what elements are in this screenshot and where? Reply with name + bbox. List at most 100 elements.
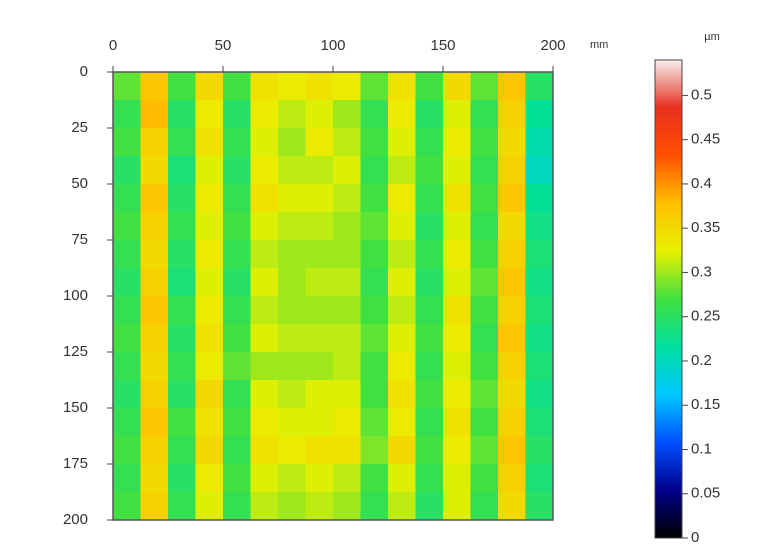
heatmap-cell — [498, 128, 526, 157]
heatmap-cell — [470, 240, 499, 269]
heatmap-cell — [113, 72, 141, 101]
heatmap-cell — [443, 296, 471, 325]
heatmap-cell — [470, 100, 499, 129]
heatmap-cell — [415, 296, 444, 325]
heatmap-cell — [415, 212, 444, 241]
heatmap-cell — [195, 380, 224, 409]
heatmap-cell — [525, 436, 554, 465]
heatmap-cell — [168, 352, 196, 381]
heatmap-cell — [305, 380, 334, 409]
heatmap-cell — [333, 72, 361, 101]
heatmap-cell — [278, 436, 306, 465]
heatmap-cell — [525, 464, 554, 493]
heatmap-cell — [250, 128, 279, 157]
heatmap-cell — [525, 324, 554, 353]
heatmap-cell — [498, 408, 526, 437]
heatmap-cell — [195, 156, 224, 185]
heatmap-cell — [333, 296, 361, 325]
y-tick-label: 100 — [63, 287, 88, 304]
heatmap-cell — [250, 212, 279, 241]
heatmap-cell — [195, 100, 224, 129]
heatmap-cell — [415, 100, 444, 129]
heatmap-cell — [195, 268, 224, 297]
colorbar-tick-label: 0.15 — [691, 396, 720, 413]
heatmap-cell — [113, 268, 141, 297]
heatmap-cell — [525, 380, 554, 409]
heatmap-cell — [223, 296, 251, 325]
heatmap-cell — [168, 464, 196, 493]
heatmap-cell — [223, 352, 251, 381]
heatmap-cell — [360, 72, 389, 101]
heatmap-cell — [443, 268, 471, 297]
heatmap-cell — [333, 128, 361, 157]
heatmap-cell — [195, 464, 224, 493]
heatmap-cell — [305, 128, 334, 157]
heatmap-cell — [443, 352, 471, 381]
heatmap-cell — [305, 100, 334, 129]
heatmap-cell — [470, 324, 499, 353]
heatmap-cell — [525, 240, 554, 269]
heatmap-cell — [113, 128, 141, 157]
heatmap-cell — [140, 240, 169, 269]
heatmap-cell — [360, 100, 389, 129]
heatmap-cell — [470, 128, 499, 157]
heatmap-cell — [250, 268, 279, 297]
heatmap-cell — [333, 352, 361, 381]
heatmap-cell — [443, 156, 471, 185]
heatmap-cell — [140, 296, 169, 325]
heatmap-cell — [415, 128, 444, 157]
heatmap-cell — [470, 212, 499, 241]
heatmap-cell — [113, 380, 141, 409]
heatmap-cell — [498, 436, 526, 465]
heatmap-cell — [388, 184, 416, 213]
heatmap-cell — [140, 72, 169, 101]
heatmap-cell — [525, 156, 554, 185]
heatmap-cell — [140, 184, 169, 213]
heatmap-cell — [140, 408, 169, 437]
heatmap-cell — [168, 128, 196, 157]
heatmap-cell — [470, 380, 499, 409]
heatmap-cell — [278, 128, 306, 157]
heatmap-cell — [443, 436, 471, 465]
heatmap-cell — [168, 492, 196, 521]
heatmap-cell — [333, 464, 361, 493]
heatmap-cell — [305, 72, 334, 101]
heatmap-cell — [498, 492, 526, 521]
heatmap-cell — [305, 212, 334, 241]
heatmap-cell — [140, 492, 169, 521]
heatmap-cell — [140, 324, 169, 353]
heatmap-cell — [195, 212, 224, 241]
heatmap-cell — [333, 324, 361, 353]
heatmap-cell — [443, 492, 471, 521]
heatmap-cell — [305, 296, 334, 325]
heatmap-cell — [360, 184, 389, 213]
heatmap-cell — [223, 240, 251, 269]
heatmap-cell — [140, 100, 169, 129]
heatmap-cell — [168, 408, 196, 437]
heatmap-cell — [415, 324, 444, 353]
heatmap-cell — [388, 296, 416, 325]
x-tick-label: 150 — [430, 37, 455, 54]
heatmap-cell — [333, 240, 361, 269]
heatmap-cell — [140, 464, 169, 493]
heatmap-cell — [223, 212, 251, 241]
heatmap-cell — [498, 240, 526, 269]
heatmap-cell — [470, 352, 499, 381]
heatmap-cell — [525, 72, 554, 101]
heatmap-cell — [305, 268, 334, 297]
heatmap-cell — [388, 72, 416, 101]
heatmap-cell — [305, 240, 334, 269]
heatmap-cell — [278, 240, 306, 269]
heatmap-cell — [113, 100, 141, 129]
heatmap-cell — [168, 380, 196, 409]
heatmap-cell — [195, 352, 224, 381]
colorbar — [654, 59, 683, 539]
heatmap-cell — [443, 408, 471, 437]
heatmap-cell — [360, 156, 389, 185]
heatmap-cell — [525, 352, 554, 381]
heatmap-cell — [278, 212, 306, 241]
y-tick-label: 25 — [71, 119, 88, 136]
heatmap-cell — [443, 240, 471, 269]
heatmap-cell — [113, 436, 141, 465]
heatmap-cell — [333, 268, 361, 297]
